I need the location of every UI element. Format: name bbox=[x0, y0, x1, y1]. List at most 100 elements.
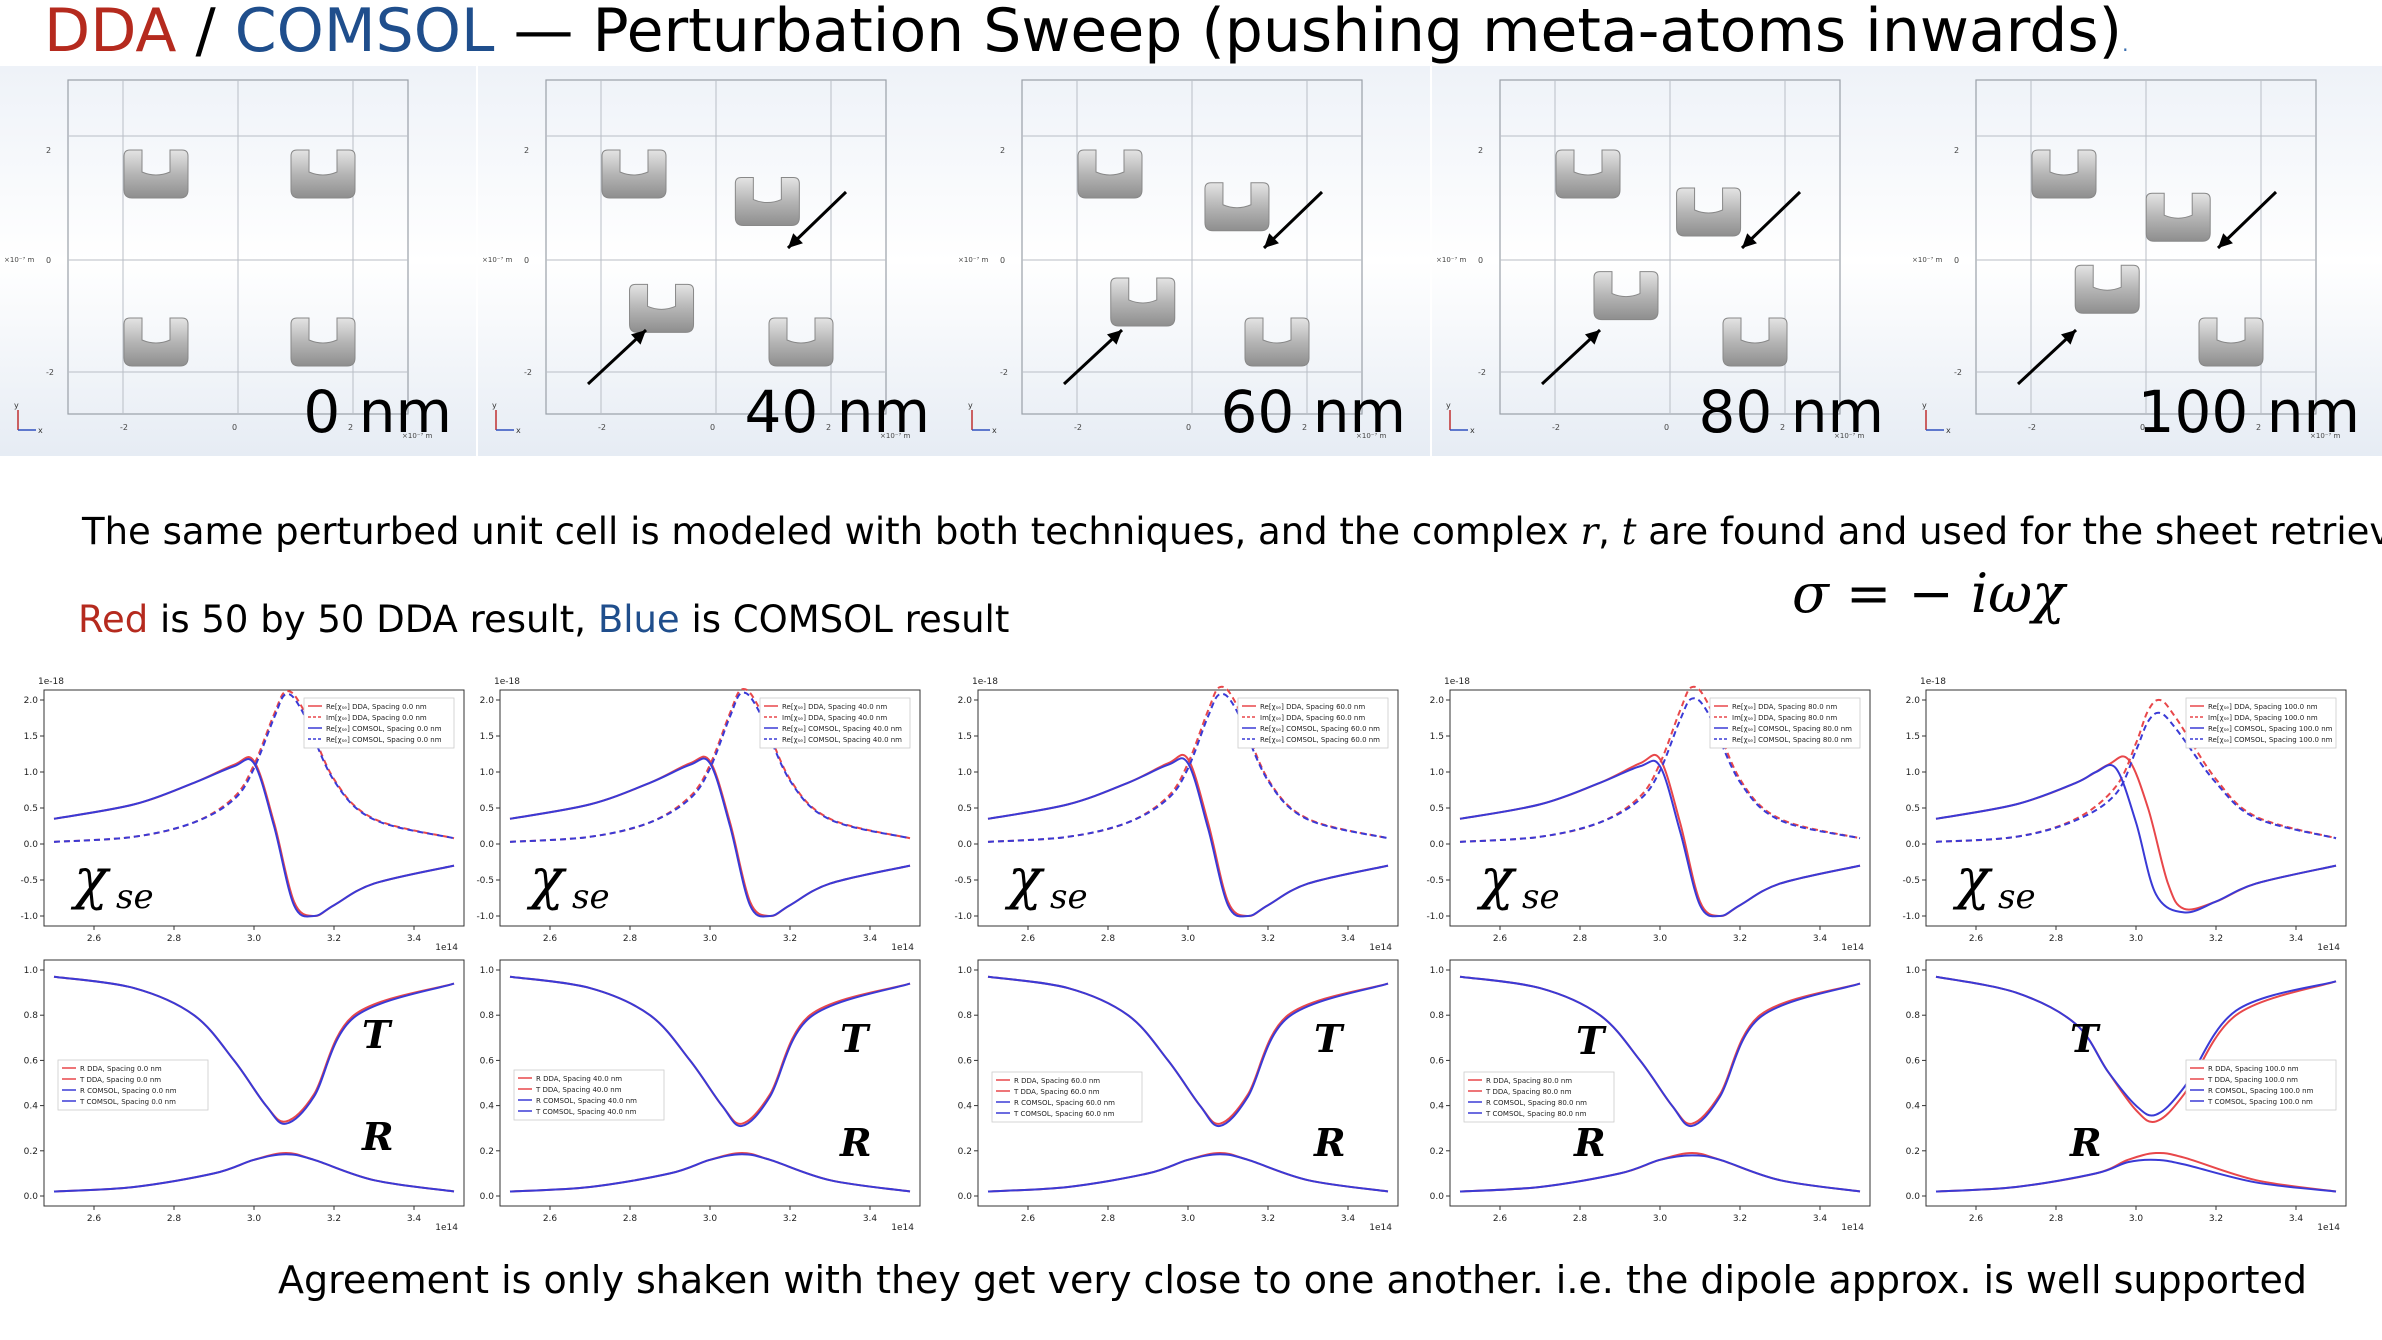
y-tick-label: 0.8 bbox=[1430, 1011, 1445, 1021]
y-scale-label: 1e-18 bbox=[38, 677, 64, 687]
x-tick-label: 3.4 bbox=[1813, 934, 1828, 944]
equation: σ = − iωχ bbox=[1792, 562, 2065, 625]
y-tick-label: 0.5 bbox=[1906, 804, 1920, 814]
chi-plot: 2.0 1.5 1.0 0.5 0.0 -0.5 -1.0 2.6 2.8 3.0 3.2 3.4 1e… bbox=[20, 677, 465, 953]
x-tick-label: 2.6 bbox=[1021, 1214, 1036, 1224]
plot-legend: R DDA, Spacing 40.0 nm T DDA, Spacing 40.… bbox=[513, 1069, 665, 1121]
x-tick-label: 2.8 bbox=[167, 934, 182, 944]
meta-atom bbox=[2031, 149, 2097, 199]
y-tick-label: 0.2 bbox=[1430, 1147, 1444, 1157]
series-line bbox=[1459, 697, 1861, 843]
footer-text: Agreement is only shaken with they get v… bbox=[278, 1258, 2307, 1302]
y-tick-label: -1.0 bbox=[954, 912, 972, 922]
legend-box bbox=[303, 697, 455, 749]
spacing-label: 80 nm bbox=[1699, 378, 1885, 446]
geometry-x-tick: 0 bbox=[1186, 423, 1191, 432]
series-line bbox=[1459, 1154, 1861, 1193]
geometry-y-tick: -2 bbox=[524, 368, 532, 377]
arrow-inward bbox=[2016, 328, 2078, 386]
x-tick-label: 3.2 bbox=[327, 1214, 341, 1224]
legend-line: Red is 50 by 50 DDA result, Blue is COMS… bbox=[78, 598, 1009, 641]
y-tick-label: 0.0 bbox=[958, 1192, 973, 1202]
description-text: The same perturbed unit cell is modeled … bbox=[82, 510, 1581, 553]
y-tick-label: 2.0 bbox=[480, 696, 495, 706]
x-scale-label: 1e14 bbox=[1369, 1223, 1392, 1233]
chi-subscript: se bbox=[1998, 877, 2036, 917]
legend-entry: Re[χₛₑ] COMSOL, Spacing 40.0 nm bbox=[782, 736, 902, 744]
y-tick-label: 0.6 bbox=[24, 1056, 39, 1066]
triad-y-label: y bbox=[14, 401, 19, 410]
legend-entry: Re[χₛₑ] COMSOL, Spacing 60.0 nm bbox=[1260, 736, 1380, 744]
x-tick-label: 2.8 bbox=[623, 934, 638, 944]
legend-entry: R DDA, Spacing 80.0 nm bbox=[1486, 1077, 1572, 1085]
y-tick-label: 1.0 bbox=[958, 966, 973, 976]
meta-atom bbox=[768, 317, 834, 367]
y-tick-label: 0.0 bbox=[1906, 840, 1921, 850]
x-tick-label: 3.0 bbox=[247, 934, 262, 944]
legend-entry: T DDA, Spacing 100.0 nm bbox=[2207, 1076, 2298, 1084]
x-tick-label: 3.2 bbox=[783, 1214, 797, 1224]
x-tick-label: 3.2 bbox=[783, 934, 797, 944]
meta-atom bbox=[734, 177, 800, 227]
spacing-label: 100 nm bbox=[2138, 378, 2360, 446]
x-tick-label: 3.4 bbox=[1341, 934, 1356, 944]
x-tick-label: 2.8 bbox=[2049, 1214, 2064, 1224]
y-tick-label: 2.0 bbox=[958, 696, 973, 706]
x-tick-label: 3.2 bbox=[1261, 934, 1275, 944]
chi-plot: 2.0 1.5 1.0 0.5 0.0 -0.5 -1.0 2.6 2.8 3.0 3.2 3.4 1e… bbox=[1902, 677, 2347, 953]
meta-atom bbox=[2198, 317, 2264, 367]
y-tick-label: 1.5 bbox=[480, 732, 494, 742]
legend-entry: Re[χₛₑ] DDA, Spacing 40.0 nm bbox=[782, 703, 887, 711]
geometry-panel: 2 0 -2 -2 0 2 ×10⁻⁷ m ×10⁻⁷ m y x 60 nm bbox=[954, 66, 1430, 456]
y-tick-label: 1.0 bbox=[1430, 768, 1445, 778]
y-tick-label: 0.4 bbox=[958, 1102, 973, 1112]
legend-entry: Re[χₛₑ] COMSOL, Spacing 0.0 nm bbox=[326, 736, 442, 744]
triad-x-label: x bbox=[992, 426, 997, 435]
x-tick-label: 3.0 bbox=[1653, 1214, 1668, 1224]
geometry-x-tick: 2 bbox=[826, 423, 831, 432]
x-scale-label: 1e14 bbox=[1841, 1223, 1864, 1233]
geometry-y-tick: 2 bbox=[1478, 146, 1483, 155]
plots-grid-svg: 2.0 1.5 1.0 0.5 0.0 -0.5 -1.0 2.6 2.8 3.0 3.2 3.4 1e… bbox=[20, 677, 2347, 1233]
meta-atom bbox=[290, 317, 356, 367]
title-mark: . bbox=[2122, 32, 2129, 56]
meta-atom bbox=[123, 149, 189, 199]
rt-plot: 1.0 0.8 0.6 0.4 0.2 0.0 2.6 2.8 3.0 3.2 3.4 1e14 R D… bbox=[1430, 959, 1871, 1233]
spacing-label: 40 nm bbox=[745, 378, 931, 446]
x-tick-label: 2.6 bbox=[543, 1214, 558, 1224]
chi-plot: 2.0 1.5 1.0 0.5 0.0 -0.5 -1.0 2.6 2.8 3.0 3.2 3.4 1e… bbox=[1426, 677, 1871, 953]
y-tick-label: 1.0 bbox=[480, 966, 495, 976]
legend-box bbox=[991, 1071, 1143, 1123]
y-tick-label: 1.0 bbox=[1430, 966, 1445, 976]
arrow-inward bbox=[786, 190, 848, 250]
legend-entry: Re[χₛₑ] COMSOL, Spacing 100.0 nm bbox=[2208, 736, 2333, 744]
geometry-y-unit: ×10⁻⁷ m bbox=[482, 256, 512, 264]
legend-entry: T COMSOL, Spacing 40.0 nm bbox=[535, 1108, 637, 1116]
description-t: t bbox=[1621, 510, 1637, 553]
x-tick-label: 2.8 bbox=[2049, 934, 2064, 944]
geometry-y-tick: 0 bbox=[46, 256, 51, 265]
plot-legend: R DDA, Spacing 0.0 nm T DDA, Spacing 0.0 … bbox=[57, 1059, 209, 1111]
x-tick-label: 3.0 bbox=[1653, 934, 1668, 944]
x-scale-label: 1e14 bbox=[891, 1223, 914, 1233]
series-line bbox=[509, 1153, 911, 1193]
legend-box bbox=[2185, 697, 2337, 749]
geometry-x-tick: 0 bbox=[232, 423, 237, 432]
legend-entry: Re[χₛₑ] COMSOL, Spacing 40.0 nm bbox=[782, 725, 902, 733]
x-tick-label: 3.4 bbox=[407, 934, 422, 944]
chi-plot: 2.0 1.5 1.0 0.5 0.0 -0.5 -1.0 2.6 2.8 3.0 3.2 3.4 1e… bbox=[954, 677, 1399, 953]
legend-mid: is 50 by 50 DDA result, bbox=[148, 598, 598, 641]
series-line bbox=[1459, 759, 1861, 918]
x-tick-label: 3.4 bbox=[2289, 1214, 2304, 1224]
legend-box bbox=[1709, 697, 1861, 749]
plot-legend: R DDA, Spacing 100.0 nm T DDA, Spacing 10… bbox=[2185, 1059, 2337, 1111]
y-tick-label: 0.0 bbox=[480, 1192, 495, 1202]
x-tick-label: 3.0 bbox=[2129, 934, 2144, 944]
y-tick-label: 0.4 bbox=[480, 1102, 495, 1112]
series-line bbox=[987, 757, 1389, 918]
x-tick-label: 3.0 bbox=[703, 1214, 718, 1224]
legend-box bbox=[1463, 1071, 1615, 1123]
legend-entry: T DDA, Spacing 40.0 nm bbox=[535, 1086, 622, 1094]
rt-plot: 1.0 0.8 0.6 0.4 0.2 0.0 2.6 2.8 3.0 3.2 3.4 1e14 R D… bbox=[480, 959, 921, 1233]
y-tick-label: -1.0 bbox=[476, 912, 494, 922]
